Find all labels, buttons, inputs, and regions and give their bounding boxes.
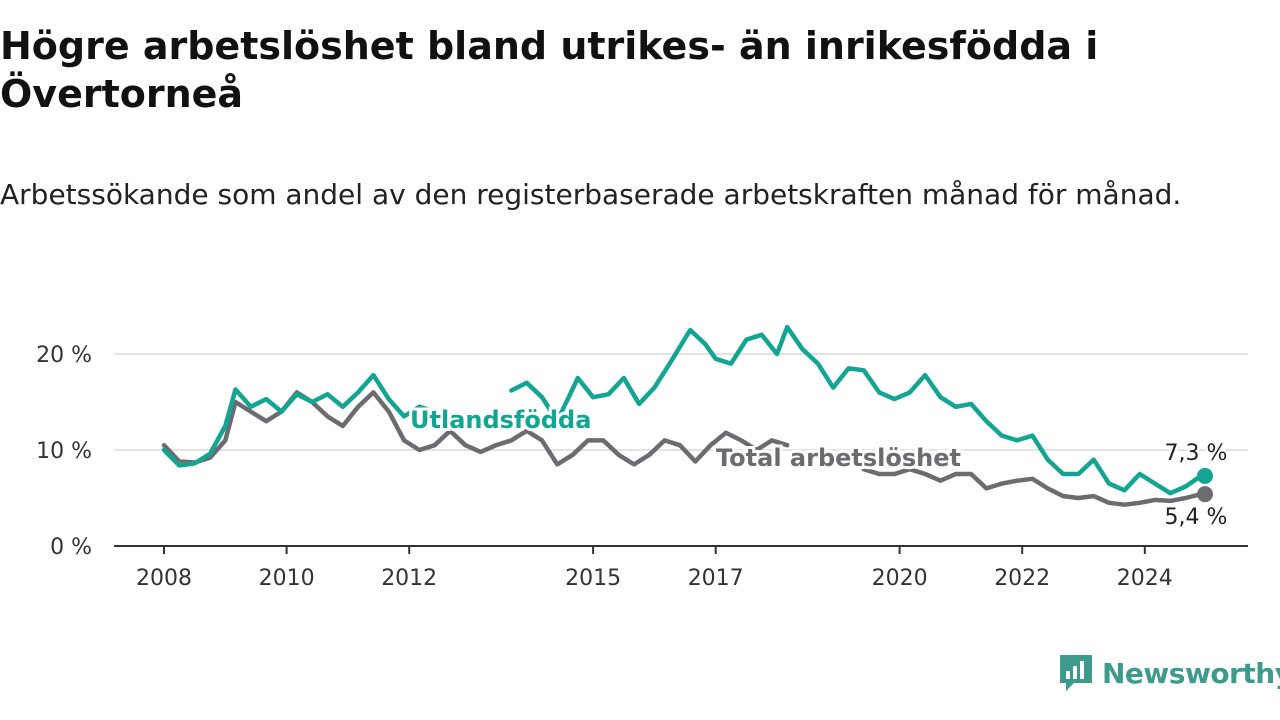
series-label-total: Total arbetslöshet [716, 444, 961, 472]
end-label-utlandsfodda: 7,3 % [1165, 441, 1228, 466]
newsworthy-logo-icon [1060, 655, 1092, 691]
x-axis: 2008 2010 2012 2015 2017 2020 2022 2024 [114, 545, 1248, 591]
y-tick-label: 20 % [36, 343, 92, 368]
x-tick-label: 2017 [688, 566, 744, 591]
series-line-utlandsfodda [161, 324, 1204, 496]
end-point-utlandsfodda [1196, 467, 1213, 484]
series-line-total [161, 390, 1204, 507]
y-tick-label: 0 % [50, 535, 92, 560]
brand-name: Newsworthy [1102, 656, 1280, 690]
series-label-utlandsfodda: Utlandsfödda [410, 406, 591, 434]
x-tick-label: 2012 [381, 566, 437, 591]
chart-subtitle: Arbetssökande som andel av den registerb… [0, 178, 1182, 211]
end-point-total [1196, 486, 1213, 503]
gridlines: 0 % 10 % 20 % [36, 343, 1248, 560]
series-lines [161, 324, 1213, 507]
x-tick-label: 2020 [872, 566, 928, 591]
newsworthy-logo: Newsworthy [1058, 653, 1280, 693]
x-tick-label: 2015 [565, 566, 621, 591]
end-label-total: 5,4 % [1165, 505, 1228, 530]
chart-title: Högre arbetslöshet bland utrikes- än inr… [0, 24, 1099, 116]
x-tick-label: 2022 [994, 566, 1050, 591]
x-tick-label: 2008 [136, 566, 192, 591]
line-chart: 0 % 10 % 20 % 2008 2010 2012 2015 2017 2020 2022… [36, 324, 1248, 591]
series-labels: Utlandsfödda Total arbetslöshet 7,3 % 5,4 % [407, 403, 1230, 533]
y-tick-label: 10 % [36, 439, 92, 464]
x-tick-label: 2024 [1117, 566, 1173, 591]
x-tick-label: 2010 [259, 566, 315, 591]
